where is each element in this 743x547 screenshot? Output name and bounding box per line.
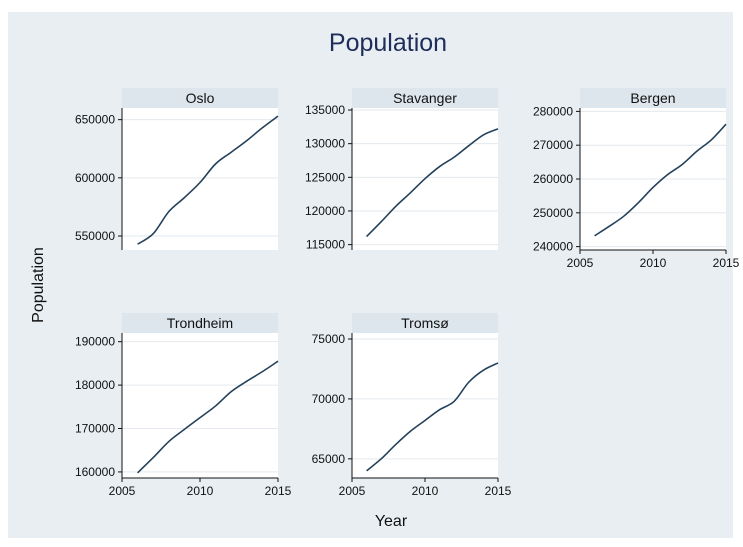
y-tick-label: 650000 (75, 113, 115, 127)
panel-1: Oslo 550000 600000 650000 (75, 88, 279, 250)
panel-strip-label: Oslo (186, 90, 215, 106)
panel-strip (352, 88, 498, 108)
y-tick-label: 75000 (312, 332, 346, 346)
x-tick-label: 2015 (485, 484, 512, 498)
y-tick-label: 130000 (305, 137, 345, 151)
panel-strip (352, 313, 498, 333)
panel-strip-label: Stavanger (393, 90, 457, 106)
y-tick-label: 600000 (75, 171, 115, 185)
series-line (137, 360, 279, 474)
y-tick-label: 115000 (306, 238, 345, 252)
series-line (366, 128, 499, 238)
panel-4: Trondheim 160000 170000 180000 190000 2005 201… (75, 313, 292, 498)
panel-2: Stavanger 115000 120000 125000 130000 135000 (305, 88, 499, 252)
x-tick-label: 2005 (339, 484, 366, 498)
y-axis-title: Population (30, 247, 47, 323)
panel-strip (122, 313, 278, 333)
panel-strip (122, 88, 278, 108)
x-tick-label: 2010 (187, 484, 214, 498)
series-line (594, 123, 727, 237)
y-tick-label: 70000 (312, 392, 346, 406)
series-line (366, 362, 499, 472)
y-tick-label: 65000 (312, 452, 346, 466)
y-tick-label: 260000 (533, 172, 573, 186)
x-tick-label: 2010 (412, 484, 439, 498)
x-tick-label: 2010 (640, 256, 667, 270)
y-tick-label: 280000 (533, 104, 573, 118)
y-tick-label: 120000 (305, 204, 345, 218)
plot-area (352, 333, 498, 478)
y-tick-label: 550000 (75, 229, 115, 243)
plot-area (122, 333, 278, 478)
y-tick-label: 170000 (75, 422, 115, 436)
x-tick-label: 2015 (265, 484, 292, 498)
panel-5: Tromsø 65000 70000 75000 2005 2010 2015 (312, 313, 512, 498)
panels: Oslo 550000 600000 650000 Stavanger 115000 120… (75, 88, 740, 498)
y-tick-label: 270000 (533, 138, 573, 152)
x-tick-label: 2005 (109, 484, 136, 498)
x-tick-label: 2015 (713, 256, 740, 270)
x-tick-label: 2005 (567, 256, 594, 270)
y-tick-label: 180000 (75, 378, 115, 392)
y-tick-label: 135000 (305, 103, 345, 117)
series-line (137, 115, 279, 245)
y-tick-label: 160000 (75, 465, 115, 479)
panel-strip-label: Trondheim (167, 315, 233, 331)
panel-strip-label: Tromsø (401, 315, 449, 331)
y-tick-label: 125000 (305, 170, 345, 184)
chart-title: Population (329, 29, 447, 57)
panel-strip (580, 88, 726, 108)
y-tick-label: 190000 (75, 335, 115, 349)
x-axis-title: Year (375, 513, 408, 530)
plot-area (122, 108, 278, 250)
y-tick-label: 250000 (533, 206, 573, 220)
panel-strip-label: Bergen (630, 90, 675, 106)
y-tick-label: 240000 (533, 240, 573, 254)
panel-3: Bergen 240000 250000 260000 270000 280000 2005… (533, 88, 740, 270)
